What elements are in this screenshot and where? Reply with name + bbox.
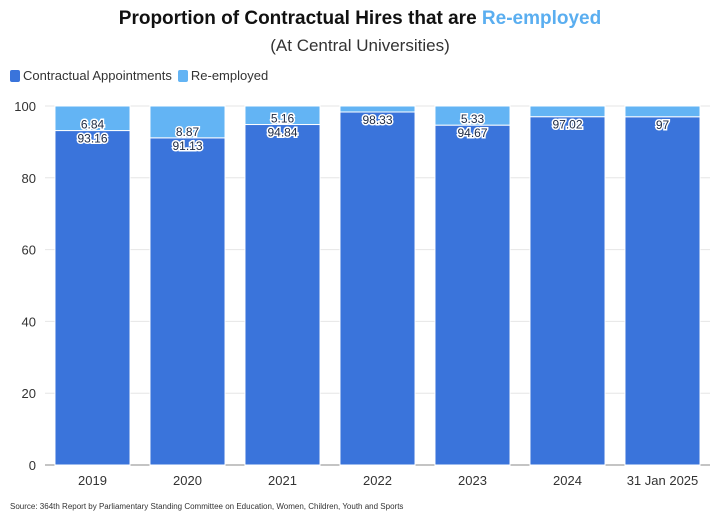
x-tick-label: 2022	[363, 473, 392, 488]
chart-title-highlight: Re-employed	[481, 8, 602, 29]
stacked-bar-chart: 0 20 40 60 80 100 93.166.84 2019 91.138.87 2020 94…	[14, 99, 710, 488]
data-label: 98.33	[362, 113, 392, 127]
legend-swatch-contractual	[10, 69, 20, 82]
x-tick-label: 2023	[458, 473, 487, 488]
chart-legend: Contractual Appointments Re-employed	[10, 68, 274, 83]
bar-segment	[244, 124, 321, 466]
y-tick-label: 0	[29, 458, 36, 473]
bar-segment	[529, 116, 606, 466]
data-label: 97	[656, 118, 670, 132]
data-label: 91.13	[172, 139, 202, 153]
chart-subtitle: (At Central Universities)	[270, 36, 450, 55]
legend-swatch-reemployed	[177, 69, 188, 82]
bar-segment	[624, 116, 701, 466]
bar-segment	[529, 105, 606, 118]
bar-segment	[149, 105, 226, 139]
chart-title-text: Proportion of Contractual Hires that are	[118, 8, 482, 29]
bar-segment	[339, 111, 416, 466]
data-label: 5.33	[461, 112, 485, 126]
y-tick-label: 40	[22, 314, 36, 329]
bar-segment	[54, 130, 131, 466]
x-tick-label: 2024	[553, 473, 582, 488]
y-tick-label: 60	[22, 243, 36, 258]
bar-segment	[339, 105, 416, 113]
x-tick-label: 2021	[268, 473, 297, 488]
chart-title: Proportion of Contractual Hires that are…	[0, 8, 720, 30]
bar-segment	[244, 105, 321, 126]
y-tick-label: 80	[22, 171, 36, 186]
y-tick-label: 100	[14, 99, 36, 114]
x-tick-label: 2020	[173, 473, 202, 488]
source-note: Source: 364th Report by Parliamentary St…	[10, 502, 404, 511]
data-label: 8.87	[176, 125, 200, 139]
bar-segment	[624, 105, 701, 118]
data-label: 94.67	[457, 126, 487, 140]
data-label: 94.84	[267, 126, 297, 140]
legend-label-contractual: Contractual Appointments	[23, 68, 172, 83]
data-label: 5.16	[271, 112, 295, 126]
data-label: 6.84	[81, 118, 105, 132]
x-tick-label: 31 Jan 2025	[627, 473, 699, 488]
bar-segment	[54, 105, 131, 132]
data-label: 93.16	[77, 132, 107, 146]
legend-item-reemployed: Re-employed	[177, 68, 269, 83]
x-tick-label: 2019	[78, 473, 107, 488]
y-tick-label: 20	[22, 386, 36, 401]
legend-label-reemployed: Re-employed	[190, 68, 269, 83]
bar-segment	[434, 105, 511, 126]
data-label: 97.02	[552, 118, 582, 132]
bar-segment	[149, 137, 226, 466]
bar-segment	[434, 124, 511, 466]
legend-item-contractual: Contractual Appointments	[10, 68, 172, 83]
